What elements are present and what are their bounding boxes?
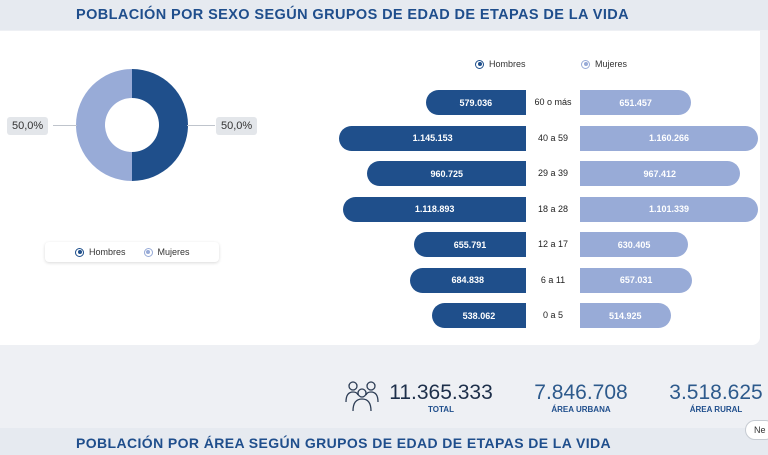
urban-value: 7.846.708 xyxy=(534,381,628,404)
bar-hombres[interactable]: 960.725 xyxy=(367,161,526,186)
legend-label: Hombres xyxy=(489,59,526,69)
donut-legend: Hombres Mujeres xyxy=(45,242,219,262)
rural-value: 3.518.625 xyxy=(669,381,763,404)
total-value: 11.365.333 xyxy=(389,381,493,404)
donut-slice-mujeres[interactable] xyxy=(75,69,132,181)
donut-chart xyxy=(75,69,189,181)
legend-label: Mujeres xyxy=(595,59,628,69)
new-chip-button[interactable]: Ne xyxy=(745,420,768,440)
bar-hombres[interactable]: 684.838 xyxy=(409,267,526,293)
age-group-label: 60 o más xyxy=(534,97,572,107)
bar-hombres[interactable]: 1.118.893 xyxy=(343,196,526,222)
radio-hombres-icon xyxy=(75,247,84,257)
radio-mujeres-icon xyxy=(143,247,153,257)
legend-label: Mujeres xyxy=(157,247,190,257)
age-group-label: 12 a 17 xyxy=(537,239,569,249)
radio-hombres-icon xyxy=(475,59,484,69)
bar-legend: Hombres Mujeres xyxy=(465,55,643,73)
bar-hombres[interactable]: 538.062 xyxy=(431,303,526,328)
people-group-icon xyxy=(345,381,379,412)
donut-label-hombres: 50,0% xyxy=(216,117,258,135)
radio-mujeres-icon xyxy=(581,59,590,69)
chart-card: 50,0% 50,0% Hombres Mujeres Hombres Muje… xyxy=(0,31,760,345)
section-title-area: POBLACIÓN POR ÁREA SEGÚN GRUPOS DE EDAD … xyxy=(76,435,612,451)
bar-mujeres[interactable]: 1.160.266 xyxy=(580,125,758,151)
bar-mujeres[interactable]: 1.101.339 xyxy=(580,196,758,222)
legend-item-hombres[interactable]: Hombres xyxy=(475,59,526,69)
bar-mujeres[interactable]: 657.031 xyxy=(580,267,693,293)
age-group-label: 29 a 39 xyxy=(537,168,569,178)
bar-mujeres[interactable]: 514.925 xyxy=(580,303,671,328)
age-group-label: 40 a 59 xyxy=(537,132,569,143)
total-label: TOTAL xyxy=(428,405,454,414)
section-title: POBLACIÓN POR SEXO SEGÚN GRUPOS DE EDAD … xyxy=(76,7,630,23)
bar-mujeres[interactable]: 651.457 xyxy=(580,90,692,115)
donut-label-mujeres: 50,0% xyxy=(7,117,49,135)
bar-mujeres[interactable]: 630.405 xyxy=(580,232,689,257)
age-group-label: 18 a 28 xyxy=(537,203,569,214)
bar-hombres[interactable]: 1.145.153 xyxy=(339,125,526,151)
rural-label: ÁREA RURAL xyxy=(689,405,743,414)
bar-hombres[interactable]: 655.791 xyxy=(413,232,526,257)
donut-slice-hombres[interactable] xyxy=(132,69,189,181)
bar-hombres[interactable]: 579.036 xyxy=(425,90,526,115)
legend-label: Hombres xyxy=(89,247,126,257)
urban-label: ÁREA URBANA xyxy=(551,405,611,414)
leader-line-left xyxy=(53,125,77,126)
age-group-label: 0 a 5 xyxy=(542,310,564,320)
legend-item-mujeres[interactable]: Mujeres xyxy=(581,59,627,69)
section-header: POBLACIÓN POR SEXO SEGÚN GRUPOS DE EDAD … xyxy=(0,0,768,30)
legend-item-mujeres[interactable]: Mujeres xyxy=(143,247,190,257)
leader-line-right xyxy=(187,125,215,126)
bar-mujeres[interactable]: 967.412 xyxy=(580,161,740,186)
age-group-label: 6 a 11 xyxy=(540,274,566,285)
section-header-area: POBLACIÓN POR ÁREA SEGÚN GRUPOS DE EDAD … xyxy=(0,428,768,455)
legend-item-hombres[interactable]: Hombres xyxy=(75,247,126,257)
